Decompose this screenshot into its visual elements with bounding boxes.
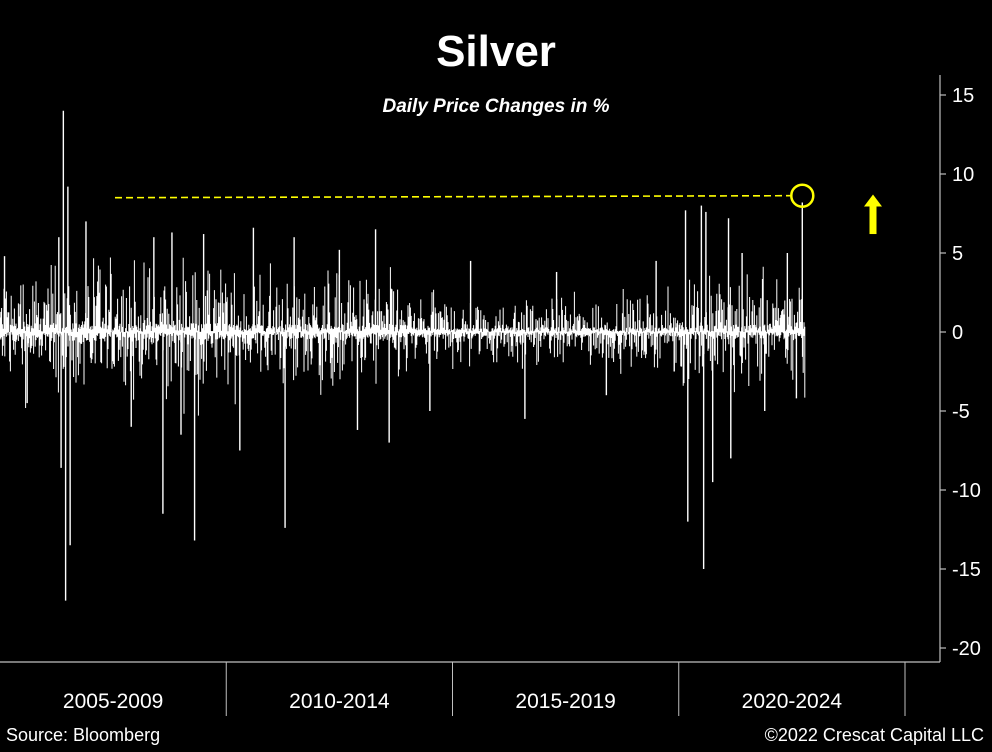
- y-tick-label: -15: [952, 559, 981, 581]
- y-axis-ticks: 15 10 5 0 -5 -10 -15 -20: [940, 85, 981, 660]
- copyright-note: ©2022 Crescat Capital LLC: [765, 725, 984, 745]
- chart-title: Silver: [436, 27, 556, 76]
- y-tick-label: 10: [952, 164, 974, 186]
- y-tick-label: -5: [952, 401, 970, 423]
- y-tick-label: -10: [952, 480, 981, 502]
- noise-bars: [0, 257, 806, 416]
- source-note: Source: Bloomberg: [6, 725, 160, 745]
- x-category-label: 2010-2014: [289, 690, 390, 713]
- x-category-label: 2020-2024: [742, 690, 843, 713]
- highlight-circle: [790, 183, 815, 208]
- up-arrow-icon: [864, 194, 882, 235]
- y-tick-label: 5: [952, 243, 963, 265]
- y-tick-label: 0: [952, 322, 963, 344]
- x-category-label: 2015-2019: [515, 690, 615, 713]
- series-noise-band: [0, 257, 806, 416]
- y-tick-label: 15: [952, 85, 974, 107]
- chart-subtitle: Daily Price Changes in %: [382, 96, 609, 117]
- y-tick-label: -20: [952, 638, 981, 660]
- x-axis-categories: 2005-2009 2010-2014 2015-2019 2020-2024: [63, 662, 906, 716]
- reference-dashed-line: [114, 194, 791, 199]
- series-spikes: [3, 110, 803, 601]
- x-category-label: 2005-2009: [63, 690, 163, 713]
